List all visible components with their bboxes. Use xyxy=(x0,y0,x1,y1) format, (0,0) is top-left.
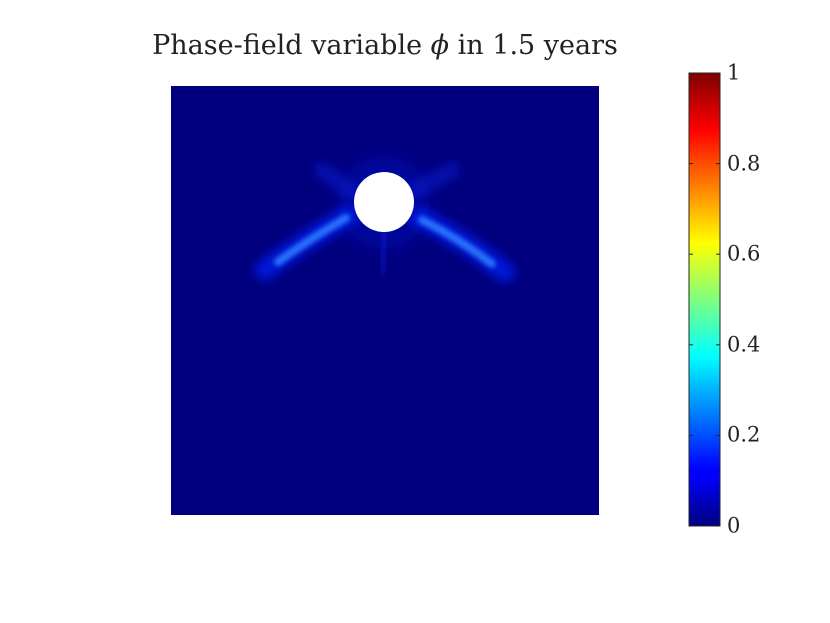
lower-right-band-core xyxy=(418,216,496,268)
colorbar-tick-label: 0.6 xyxy=(727,241,761,266)
colorbar-tick-label: 0.8 xyxy=(727,151,761,176)
title-suffix: in 1.5 years xyxy=(457,30,618,61)
upper-right-band xyxy=(408,162,460,198)
upper-left-band xyxy=(314,162,360,200)
lower-left-band-core xyxy=(274,214,350,266)
colorbar-ticks xyxy=(689,72,720,527)
chart-title: Phase-field variable ϕ in 1.5 years xyxy=(120,30,650,61)
bottom-band xyxy=(375,225,392,275)
colorbar xyxy=(688,72,721,527)
colorbar-tick-label: 1 xyxy=(727,60,741,85)
colorbar-tick-label: 0.2 xyxy=(727,422,761,447)
title-prefix: Phase-field variable xyxy=(152,30,423,61)
hole xyxy=(354,172,414,232)
colorbar-frame xyxy=(688,72,721,527)
colorbar-gradient xyxy=(689,73,720,526)
title-symbol: ϕ xyxy=(430,30,450,61)
colorbar-tick-label: 0.4 xyxy=(727,332,761,357)
colorbar-tick-label: 0 xyxy=(727,513,741,538)
phase-field-features xyxy=(255,86,515,282)
